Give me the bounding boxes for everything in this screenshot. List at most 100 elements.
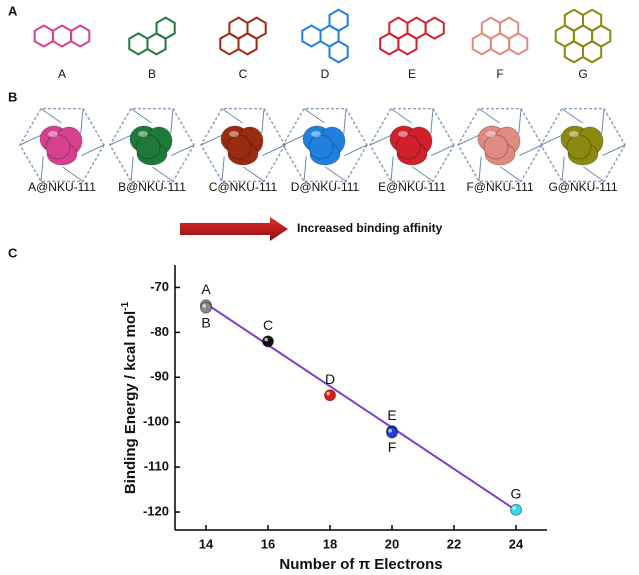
- guest-blob: [395, 134, 421, 160]
- point-highlight: [264, 337, 269, 342]
- framework-strut: [601, 108, 605, 134]
- y-tick-label: -80: [150, 324, 169, 339]
- molecule-ring: [246, 16, 267, 40]
- guest-highlight: [138, 131, 148, 137]
- molecule-ring: [328, 40, 349, 64]
- molecule-label: B: [148, 67, 156, 81]
- molecule-ring: [499, 16, 520, 40]
- framework-strut: [130, 156, 134, 182]
- point-label: C: [263, 317, 273, 333]
- point-label: G: [511, 485, 522, 501]
- framework-strut: [561, 108, 583, 124]
- molecule-label: C: [239, 67, 248, 81]
- framework-strut: [81, 144, 105, 157]
- guest-highlight: [398, 131, 408, 137]
- arrow-text: Increased binding affinity: [297, 221, 443, 235]
- framework-strut: [390, 108, 412, 124]
- complex-label: D@NKU-111: [291, 180, 360, 194]
- framework-strut: [303, 156, 307, 182]
- x-tick-label: 14: [199, 536, 214, 551]
- framework-strut: [109, 133, 133, 146]
- data-point: [510, 503, 522, 516]
- y-axis-title-superscript: -1: [120, 301, 131, 310]
- framework-strut: [412, 166, 434, 182]
- data-point: [200, 301, 212, 314]
- framework-strut: [561, 156, 565, 182]
- y-tick-label: -110: [144, 459, 169, 474]
- framework-strut: [221, 156, 225, 182]
- framework-strut: [170, 108, 174, 134]
- framework-strut: [519, 144, 543, 157]
- point-label: B: [201, 314, 210, 330]
- molecule-ring: [301, 24, 322, 48]
- x-tick-label: 20: [385, 536, 399, 551]
- molecule-label: F: [496, 67, 503, 81]
- framework-strut: [478, 156, 482, 182]
- y-tick-label: -120: [143, 503, 169, 518]
- framework-strut: [343, 108, 347, 134]
- guest-blob: [45, 134, 71, 160]
- point-label: D: [325, 371, 335, 387]
- molecule-ring: [582, 40, 603, 64]
- molecule-ring: [424, 16, 445, 40]
- molecule-ring: [563, 40, 584, 64]
- framework-strut: [262, 144, 286, 157]
- guest-blob: [226, 134, 252, 160]
- framework-strut: [80, 108, 84, 134]
- molecule-label: D: [321, 67, 330, 81]
- y-tick-label: -70: [150, 279, 169, 294]
- framework-strut: [62, 166, 84, 182]
- molecule-ring: [388, 16, 409, 40]
- panel-label: A: [8, 3, 18, 18]
- point-label: F: [388, 439, 397, 455]
- y-tick-label: -100: [143, 414, 169, 429]
- framework-strut: [200, 133, 224, 146]
- framework-strut: [40, 108, 62, 124]
- guest-blob: [483, 134, 509, 160]
- complex-label: B@NKU-111: [118, 180, 186, 194]
- framework-strut: [457, 133, 481, 146]
- molecule-ring: [480, 16, 501, 40]
- guest-blob: [135, 134, 161, 160]
- complex-label: F@NKU-111: [466, 180, 533, 194]
- framework-strut: [478, 108, 500, 124]
- y-axis-title: Binding Energy / kcal mol-1: [120, 301, 139, 494]
- molecule-ring: [582, 8, 603, 32]
- x-tick-label: 24: [509, 536, 524, 551]
- data-point: [386, 426, 398, 439]
- framework-strut: [430, 108, 434, 134]
- guest-blob: [308, 134, 334, 160]
- y-tick-label: -90: [150, 369, 169, 384]
- y-axis-title-main: Binding Energy / kcal mol: [122, 311, 139, 494]
- guest-highlight: [48, 131, 58, 137]
- molecule-ring: [563, 8, 584, 32]
- panel-label: C: [8, 245, 18, 260]
- guest-highlight: [229, 131, 239, 137]
- data-point: [262, 335, 274, 348]
- x-tick-label: 18: [323, 536, 337, 551]
- framework-strut: [540, 133, 564, 146]
- point-highlight: [512, 506, 516, 510]
- framework-strut: [344, 144, 368, 157]
- panel-label: B: [8, 89, 17, 104]
- framework-strut: [152, 166, 174, 182]
- framework-strut: [282, 133, 306, 146]
- complex-label: G@NKU-111: [548, 180, 617, 194]
- framework-strut: [303, 108, 325, 124]
- x-tick-label: 16: [261, 536, 275, 551]
- molecule-ring: [228, 16, 249, 40]
- x-tick-label: 22: [447, 536, 461, 551]
- molecule-ring: [128, 32, 149, 56]
- molecule-label: A: [58, 67, 66, 81]
- framework-strut: [19, 133, 43, 146]
- arrow: [180, 217, 288, 241]
- complex-label: A@NKU-111: [28, 180, 96, 194]
- framework-strut: [325, 166, 347, 182]
- point-highlight: [388, 428, 393, 433]
- framework-strut: [221, 108, 243, 124]
- molecule-ring: [406, 16, 427, 40]
- point-highlight: [326, 391, 331, 396]
- framework-strut: [500, 166, 522, 182]
- framework-strut: [518, 108, 522, 134]
